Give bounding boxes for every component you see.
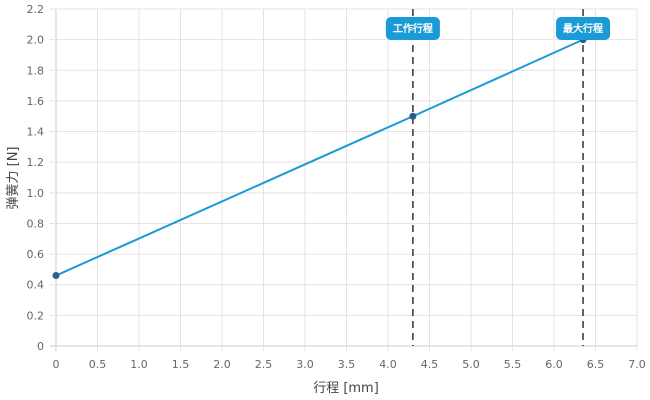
y-tick-label: 0.6 [27,248,45,261]
x-tick-labels: 0 0.5 1.0 1.5 2.0 2.5 3.0 3.5 4.0 4.5 5.0 5.5 6.0 6.5… [53,358,646,371]
y-tick-label: 1.2 [27,156,45,169]
x-tick-label: 7.0 [628,358,646,371]
y-tick-label: 1.8 [27,64,45,77]
reference-label: 最大行程 [563,22,603,35]
x-tick-label: 3.5 [338,358,356,371]
x-axis-label: 行程 [mm] [313,381,379,396]
reference-label-box [556,17,611,40]
series [52,36,587,280]
data-point [52,272,60,280]
series-line [55,38,584,277]
x-tick-label: 4.5 [421,358,439,371]
x-tick-label: 4.0 [379,358,397,371]
reference-lines [412,9,584,346]
x-tick-label: 2.0 [213,358,231,371]
x-tick-label: 6.0 [545,358,563,371]
x-tick-label: 2.5 [255,358,273,371]
x-tick-label: 5.5 [504,358,522,371]
y-tick-label: 0.4 [27,279,45,292]
reference-label-box [385,17,440,40]
y-tick-label: 1.4 [27,126,45,139]
reference-label: 工作行程 [393,22,433,35]
y-tick-label: 2.2 [27,3,45,16]
y-tick-label: 0.2 [27,309,45,322]
x-tick-label: 0 [53,358,60,371]
x-tick-label: 6.5 [587,358,605,371]
y-tick-label: 2.0 [27,34,45,47]
data-point [409,112,417,120]
y-tick-label: 1.6 [27,95,45,108]
x-tick-label: 5.0 [462,358,480,371]
y-tick-label: 0.8 [27,217,45,230]
y-tick-label: 0 [37,340,44,353]
x-tick-label: 1.5 [172,358,190,371]
x-tick-label: 0.5 [89,358,107,371]
reference-markers: 工作行程 最大行程 [385,17,611,40]
y-tick-labels: 0 0.2 0.4 0.6 0.8 1.0 1.2 1.4 1.6 1.8 2.0 2.2 [27,3,45,353]
x-tick-label: 3.0 [296,358,314,371]
y-axis-label: 弹簧力 [N] [5,146,21,209]
y-tick-label: 1.0 [27,187,45,200]
grid [50,8,638,351]
x-tick-label: 1.0 [130,358,148,371]
